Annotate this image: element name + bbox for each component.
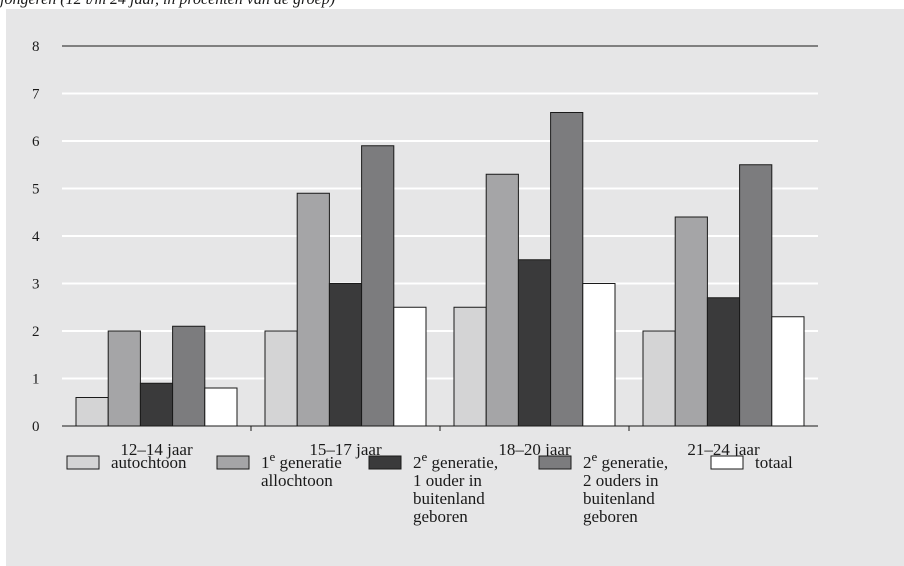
- bar-autochtoon-15-17-jaar: [264, 330, 298, 427]
- x-tick-label-18-20-jaar: 18–20 jaar: [498, 440, 571, 459]
- y-tick-label-3: 3: [32, 277, 40, 293]
- figure-caption: jongeren (12 t/m 24 jaar, in procenten v…: [0, 0, 904, 9]
- bar-2e-generatie-2-ouders-in-buitenland-geboren-18-20-jaar: [550, 112, 584, 427]
- legend-swatch-2e-generatie-1-ouder-in-buitenland-geboren: [368, 455, 402, 470]
- bar-2e-generatie-2-ouders-in-buitenland-geboren-12-14-jaar: [172, 325, 206, 427]
- legend-swatch-2e-generatie-2-ouders-in-buitenland-geboren: [538, 455, 572, 470]
- bar-2e-generatie-1-ouder-in-buitenland-geboren-12-14-jaar: [139, 382, 174, 427]
- x-tick-label-12-14-jaar: 12–14 jaar: [120, 440, 193, 459]
- bar-2e-generatie-2-ouders-in-buitenland-geboren-21-24-jaar: [739, 164, 773, 427]
- bar-2e-generatie-2-ouders-in-buitenland-geboren-15-17-jaar: [361, 145, 395, 427]
- y-tick-label-6: 6: [32, 134, 40, 150]
- legend-label-autochtoon: autochtoon: [111, 453, 187, 472]
- bar-totaal-12-14-jaar: [204, 387, 238, 427]
- legend-label-2e-generatie-1-ouder-in-buitenland-geboren: 2e generatie, 1 ouder in buitenland geboren: [413, 449, 498, 527]
- bar-1e-generatie-allochtoon-12-14-jaar: [107, 330, 141, 427]
- bar-2e-generatie-1-ouder-in-buitenland-geboren-21-24-jaar: [706, 297, 741, 427]
- bar-1e-generatie-allochtoon-15-17-jaar: [296, 192, 330, 427]
- legend-label-1e-generatie-allochtoon: 1e generatie allochtoon: [261, 449, 342, 491]
- bar-2e-generatie-1-ouder-in-buitenland-geboren-15-17-jaar: [328, 283, 363, 427]
- y-tick-label-5: 5: [32, 182, 40, 198]
- y-tick-label-7: 7: [32, 87, 40, 103]
- legend-swatch-autochtoon: [66, 455, 100, 470]
- bar-1e-generatie-allochtoon-18-20-jaar: [485, 173, 519, 427]
- y-tick-label-4: 4: [32, 229, 40, 245]
- bar-2e-generatie-1-ouder-in-buitenland-geboren-18-20-jaar: [517, 259, 552, 427]
- bar-autochtoon-12-14-jaar: [75, 397, 109, 427]
- bar-autochtoon-18-20-jaar: [453, 306, 487, 427]
- bar-totaal-18-20-jaar: [582, 283, 616, 427]
- bar-1e-generatie-allochtoon-21-24-jaar: [674, 216, 708, 427]
- y-tick-label-0: 0: [32, 419, 40, 435]
- bar-totaal-21-24-jaar: [771, 316, 805, 427]
- x-tick-label-15-17-jaar: 15–17 jaar: [309, 440, 382, 459]
- y-tick-label-8: 8: [32, 39, 40, 55]
- bar-totaal-15-17-jaar: [393, 306, 427, 427]
- legend-label-2e-generatie-2-ouders-in-buitenland-geboren: 2e generatie, 2 ouders in buitenland gebore…: [583, 449, 668, 527]
- legend-label-totaal: totaal: [755, 453, 793, 472]
- y-tick-label-1: 1: [32, 372, 40, 388]
- y-tick-label-2: 2: [32, 324, 40, 340]
- bar-autochtoon-21-24-jaar: [642, 330, 676, 427]
- x-tick-label-21-24-jaar: 21–24 jaar: [687, 440, 760, 459]
- legend-swatch-totaal: [710, 455, 744, 470]
- chart-panel: 0 1 2 3 4 5 6 7 8 12–14 jaar 15–17 jaar 18–20 jaar 2…: [6, 9, 904, 566]
- legend-swatch-1e-generatie-allochtoon: [216, 455, 250, 470]
